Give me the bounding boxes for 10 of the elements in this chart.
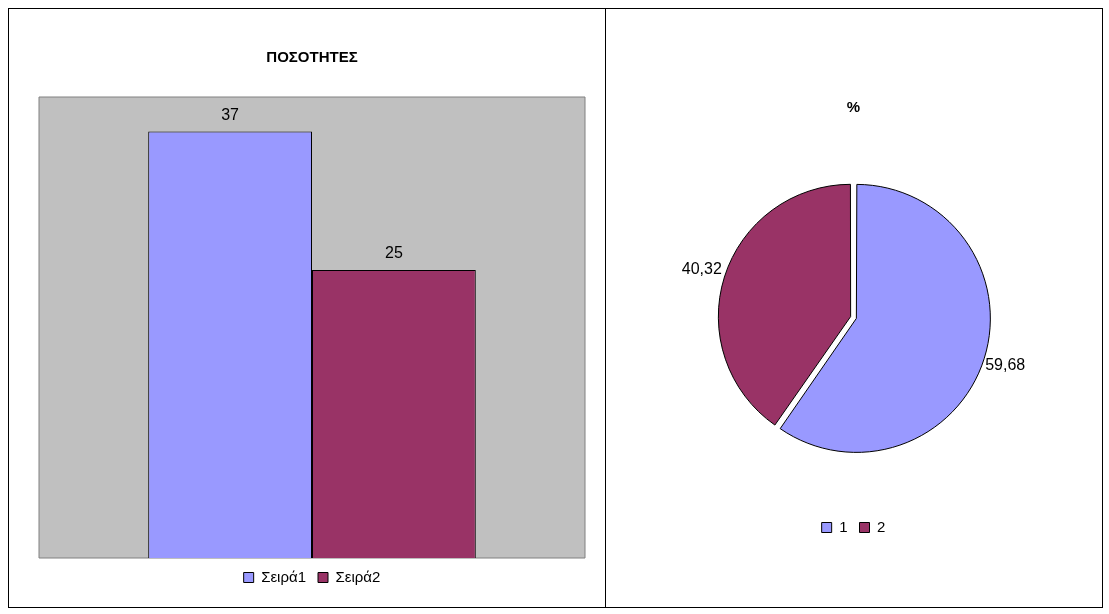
data-label: 40,32 — [681, 260, 722, 278]
data-label: 59,68 — [985, 355, 1026, 373]
legend-label: Σειρά2 — [335, 567, 381, 585]
legend-label: 2 — [877, 517, 886, 535]
legend-label: 1 — [839, 517, 848, 535]
chart-title: ΠΟΣΟΤΗΤΕΣ — [266, 48, 358, 66]
data-label: 37 — [221, 105, 240, 123]
legend-label: Σειρά1 — [261, 567, 306, 585]
chart-title: % — [846, 98, 861, 116]
data-label: 25 — [385, 244, 403, 262]
